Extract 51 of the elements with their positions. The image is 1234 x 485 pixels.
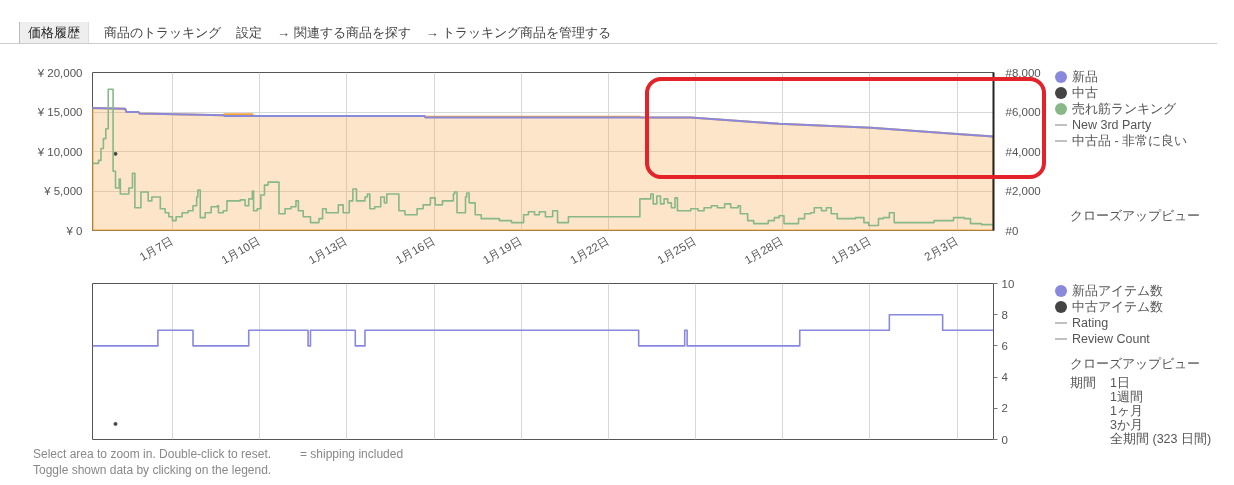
text: 商品のトラッキング <box>104 24 221 42</box>
legend-label: New 3rd Party <box>1071 117 1152 133</box>
text: → トラッキング商品を管理する <box>425 24 612 42</box>
y2-tick-label: #0 <box>1005 224 1019 237</box>
y-tick-label: 10 <box>1001 277 1015 290</box>
text: = shipping included <box>300 446 404 462</box>
text: クローズアップビュー <box>1070 356 1200 372</box>
text: 3か月 <box>1110 418 1143 432</box>
y2-tick-label: #2,000 <box>1005 185 1041 197</box>
text: クローズアップビュー <box>1070 208 1200 224</box>
y-tick-label: ¥ 20,000 <box>36 66 83 79</box>
text: 1日 <box>1110 376 1130 390</box>
text: → 関連する商品を探す <box>277 24 411 42</box>
text: Toggle shown data by clicking on the legend. <box>33 462 272 478</box>
y-tick-label: ¥ 15,000 <box>36 106 83 118</box>
text: 価格履歴 <box>19 22 89 43</box>
x-tick-label: 1月16日 <box>393 234 438 267</box>
legend-label: 新品アイテム数 <box>1071 283 1163 299</box>
legend-label: 中古アイテム数 <box>1071 299 1163 315</box>
text: 1週間 <box>1110 390 1143 404</box>
text: 1ヶ月 <box>1110 404 1143 418</box>
y-tick-label: 4 <box>1001 371 1009 384</box>
x-tick-label: 1月10日 <box>219 234 263 267</box>
x-tick-label: 1月22日 <box>567 234 612 267</box>
legend-label: 中古品 - 非常に良い <box>1071 133 1188 149</box>
y2-tick-label: #6,000 <box>1005 106 1041 118</box>
text: 全期間 (323 日間) <box>1110 432 1212 446</box>
legend-label: Rating <box>1071 315 1109 331</box>
y-tick-label: 6 <box>1001 339 1008 352</box>
y2-tick-label: #4,000 <box>1005 145 1041 158</box>
x-tick-label: 2月3日 <box>922 234 961 264</box>
x-tick-label: 1月31日 <box>829 234 873 267</box>
legend-label: 売れ筋ランキング <box>1071 101 1176 117</box>
y-tick-label: ¥ 0 <box>65 224 83 237</box>
x-tick-label: 1月25日 <box>655 234 699 267</box>
y-tick-label: ¥ 10,000 <box>36 145 83 158</box>
x-tick-label: 1月28日 <box>742 234 786 267</box>
text: 設定 <box>236 24 262 42</box>
y2-tick-label: #8,000 <box>1005 66 1041 79</box>
text: Select area to zoom in. Double-click to reset. <box>33 446 272 462</box>
legend-label: 中古 <box>1071 85 1098 101</box>
legend-label: 新品 <box>1071 69 1098 85</box>
y-tick-label: 8 <box>1001 308 1008 321</box>
y-tick-label: 2 <box>1001 402 1008 415</box>
y-tick-label: 0 <box>1001 433 1008 446</box>
legend-label: Review Count <box>1071 331 1150 347</box>
x-tick-label: 1月19日 <box>480 234 525 267</box>
x-tick-label: 1月13日 <box>306 234 350 267</box>
x-tick-label: 1月7日 <box>137 234 176 264</box>
text: 期間 <box>1070 376 1096 390</box>
y-tick-label: ¥ 5,000 <box>43 185 83 197</box>
